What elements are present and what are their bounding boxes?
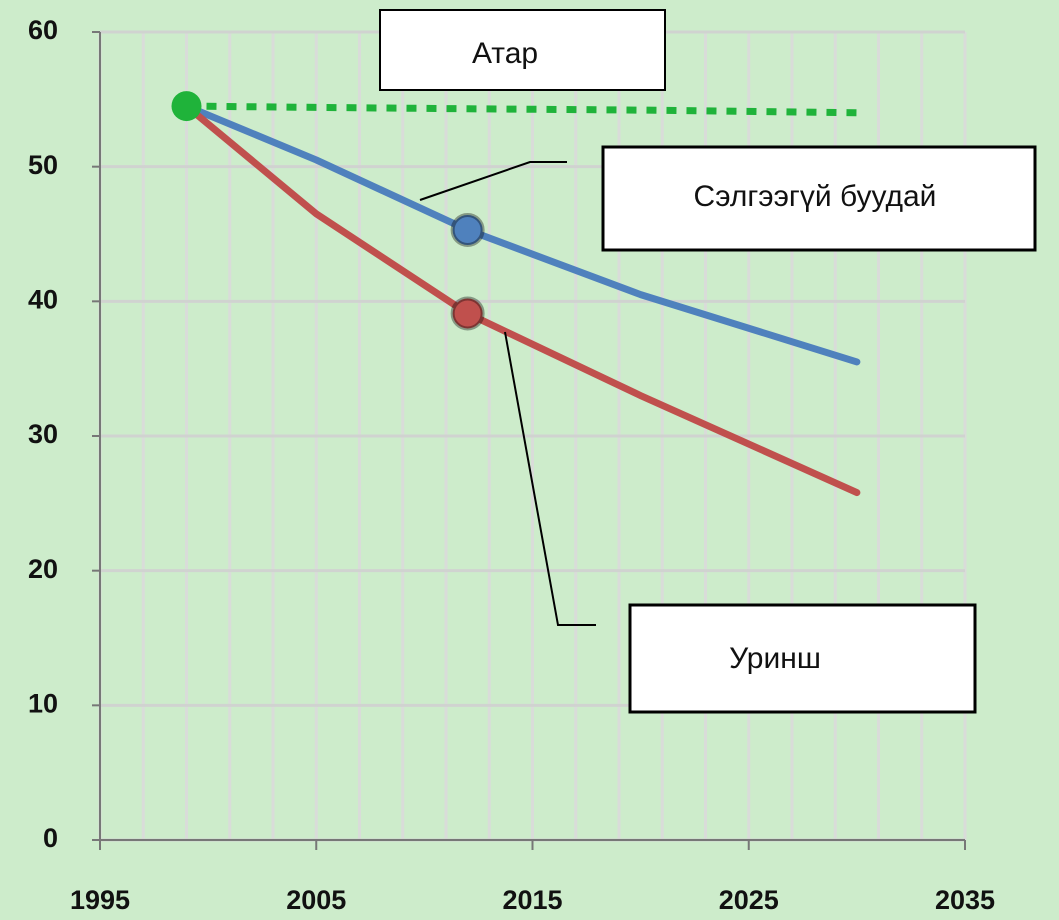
y-tick-label: 30 [28, 419, 58, 449]
y-tick-label: 10 [28, 688, 58, 718]
series-label: Сэлгээгүй буудай [694, 180, 937, 213]
y-tick-label: 0 [43, 823, 58, 853]
annotations: Атар Сэлгээгүй буудай Уринш [379, 9, 1037, 714]
x-tick-label: 2035 [935, 885, 995, 915]
x-tick-label: 2005 [286, 885, 346, 915]
label-box [379, 9, 666, 91]
y-tick-label: 20 [28, 554, 58, 584]
series-label: Атар [472, 37, 538, 70]
series-line [186, 102, 857, 117]
label-box [601, 145, 1037, 252]
lines [171, 91, 861, 497]
series-label: Уринш [729, 642, 821, 675]
y-tick-label: 40 [28, 284, 58, 314]
y-tick-label: 60 [28, 15, 58, 45]
x-tick-label: 2025 [719, 885, 779, 915]
marker [171, 91, 202, 122]
callout [419, 161, 567, 201]
marker [450, 296, 485, 331]
x-tick-label: 1995 [70, 885, 130, 915]
callout [504, 331, 596, 626]
y-tick-label: 50 [28, 150, 58, 180]
label-box [628, 603, 977, 714]
marker [450, 212, 485, 247]
x-tick-label: 2015 [502, 885, 562, 915]
